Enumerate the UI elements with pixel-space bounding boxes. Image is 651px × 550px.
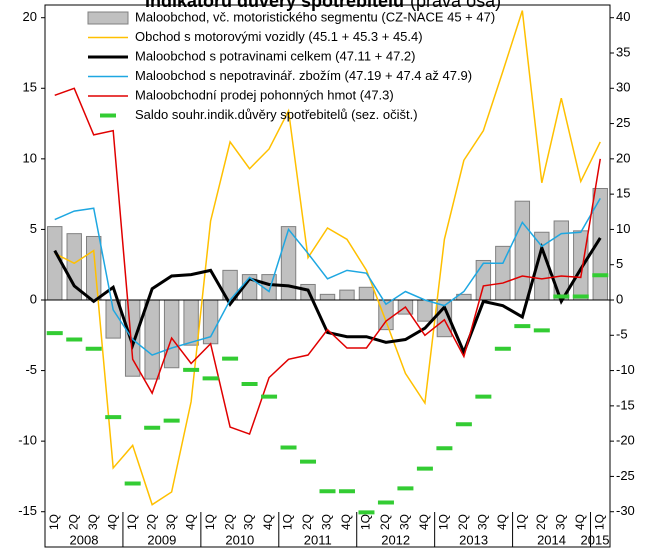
- x-tick-label: 1Q: [592, 514, 606, 530]
- x-tick-label: 3Q: [242, 514, 256, 530]
- x-tick-label: 3Q: [164, 514, 178, 530]
- x-tick-label: 4Q: [261, 514, 275, 530]
- x-tick-label: 1Q: [359, 514, 373, 530]
- bar: [163, 299, 180, 369]
- x-tick-label: 4Q: [573, 514, 587, 530]
- y2-tick-label: 5: [616, 256, 623, 271]
- y2-tick-label: 40: [616, 9, 630, 24]
- line: [54, 197, 601, 356]
- x-tick-label: 2Q: [378, 514, 392, 530]
- y-tick-label: 20: [23, 9, 37, 24]
- x-tick-label: 3Q: [320, 514, 334, 530]
- legend-label: Saldo souhr.indik.důvěry spotřebitelů (s…: [135, 107, 418, 122]
- bar: [183, 299, 199, 346]
- x-tick-label: 2Q: [300, 514, 314, 530]
- x-tick-label: 3Q: [476, 514, 490, 530]
- y2-tick-label: -25: [616, 468, 635, 483]
- x-tick-label: 1Q: [125, 514, 139, 530]
- y2-tick-label: -20: [616, 433, 635, 448]
- bar: [47, 226, 63, 301]
- year-label: 2011: [304, 532, 332, 547]
- y2-tick-label: 30: [616, 80, 630, 95]
- x-tick-label: 4Q: [105, 514, 119, 530]
- y-tick-label: 10: [23, 150, 37, 165]
- year-label: 2008: [70, 532, 99, 547]
- year-label: 2012: [381, 532, 410, 547]
- x-tick-label: 4Q: [495, 514, 509, 530]
- year-label: 2013: [459, 532, 488, 547]
- x-tick-label: 2Q: [534, 514, 548, 530]
- y2-tick-label: 10: [616, 221, 630, 236]
- legend-label: Maloobchod s potravinami celkem (47.11 +…: [135, 48, 416, 63]
- y-tick-label: 0: [30, 291, 37, 306]
- legend-label: Maloobchod, vč. motoristického segmentu …: [135, 9, 495, 24]
- x-tick-label: 3Q: [553, 514, 567, 530]
- x-tick-label: 3Q: [398, 514, 412, 530]
- x-tick-label: 2Q: [144, 514, 158, 530]
- year-label: 2009: [147, 532, 176, 547]
- legend-swatch: [87, 11, 129, 25]
- y-tick-label: -15: [18, 503, 37, 518]
- bar: [319, 293, 336, 301]
- x-tick-label: 2Q: [456, 514, 470, 530]
- x-tick-label: 3Q: [86, 514, 100, 530]
- x-tick-label: 4Q: [417, 514, 431, 530]
- bar: [417, 299, 433, 322]
- bar: [280, 226, 297, 301]
- x-tick-label: 2Q: [66, 514, 80, 530]
- y2-tick-label: 20: [616, 150, 630, 165]
- x-tick-label: 1Q: [514, 514, 528, 530]
- y-tick-label: -5: [25, 362, 37, 377]
- bar: [124, 299, 141, 377]
- year-label: 2010: [225, 532, 254, 547]
- x-tick-label: 1Q: [281, 514, 295, 530]
- year-label: 2015: [581, 532, 610, 547]
- x-tick-label: 4Q: [339, 514, 353, 530]
- bar: [475, 259, 492, 301]
- y-tick-label: -10: [18, 433, 37, 448]
- x-tick-label: 1Q: [47, 514, 61, 530]
- y2-tick-label: 15: [616, 186, 630, 201]
- bar: [358, 286, 375, 301]
- y-tick-label: 5: [30, 221, 37, 236]
- plot-frame: [44, 4, 611, 548]
- legend-label: Maloobchodní prodej pohonných hmot (47.3…: [135, 87, 394, 102]
- x-tick-label: 2Q: [222, 514, 236, 530]
- legend-label: Maloobchod s nepotravinář. zbožím (47.19…: [135, 68, 472, 83]
- y2-tick-label: -15: [616, 397, 635, 412]
- bar: [144, 299, 160, 380]
- bar: [339, 289, 355, 301]
- x-tick-label: 1Q: [203, 514, 217, 530]
- bar: [85, 235, 102, 301]
- line: [53, 237, 602, 357]
- x-tick-label: 4Q: [183, 514, 197, 530]
- line: [54, 87, 601, 436]
- year-label: 2014: [537, 532, 566, 547]
- line: [54, 10, 601, 506]
- bar: [573, 230, 589, 301]
- y2-tick-label: -30: [616, 503, 635, 518]
- x-tick-label: 1Q: [437, 514, 451, 530]
- y2-tick-label: -10: [616, 362, 635, 377]
- y2-tick-label: 25: [616, 115, 630, 130]
- legend-label: Obchod s motorovými vozidly (45.1 + 45.3…: [135, 29, 423, 44]
- bar: [514, 200, 531, 301]
- y-tick-label: 15: [23, 80, 37, 95]
- y2-tick-label: 35: [616, 44, 630, 59]
- y2-tick-label: 0: [616, 291, 623, 306]
- y2-tick-label: -5: [616, 327, 628, 342]
